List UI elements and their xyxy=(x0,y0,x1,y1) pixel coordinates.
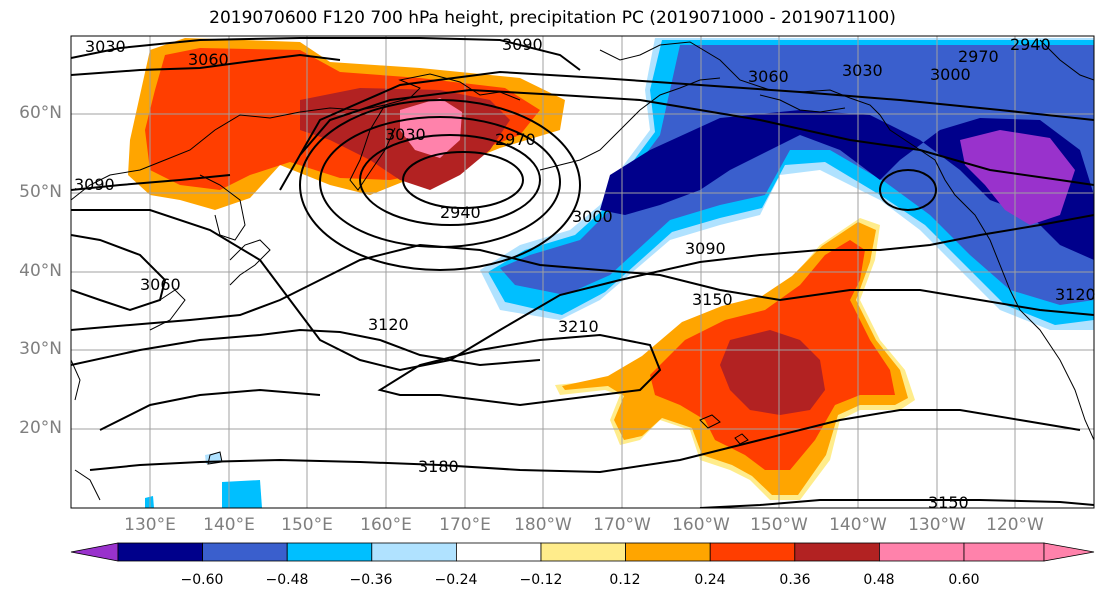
contour-label: 3120 xyxy=(368,315,409,334)
contour-label: 3090 xyxy=(685,239,726,258)
height-contours xyxy=(71,37,1094,508)
lon-label: 130°W xyxy=(908,515,966,535)
contour-label: 3180 xyxy=(418,457,459,476)
colorbar-extend-max xyxy=(1043,542,1095,562)
lon-label: 170°E xyxy=(439,515,491,535)
lat-label: 50°N xyxy=(19,182,62,202)
colorbar-tick-label: 0.12 xyxy=(609,572,641,588)
contour-label: 2940 xyxy=(440,203,481,222)
lon-label: 130°E xyxy=(124,515,176,535)
negative-anomaly-region-northeast-peak xyxy=(960,130,1075,225)
contour-label: 3030 xyxy=(85,37,126,56)
colorbar-tick-label: 0.60 xyxy=(948,572,980,588)
contour-label: 3060 xyxy=(140,275,181,294)
lon-label: 140°W xyxy=(829,515,887,535)
colorbar-segment xyxy=(117,542,203,562)
contour-label: 3030 xyxy=(385,125,426,144)
contour-label: 3060 xyxy=(188,50,229,69)
colorbar-tick-label: 0.36 xyxy=(779,572,811,588)
colorbar-segment xyxy=(879,542,965,562)
contour-label: 3120 xyxy=(1055,285,1096,304)
negative-anomaly-region-northeast-c xyxy=(500,45,1094,305)
colorbar-segment xyxy=(963,542,1045,562)
map-title: 2019070600 F120 700 hPa height, precipit… xyxy=(209,8,896,28)
contour-label: 2940 xyxy=(1010,35,1051,54)
precipitation-fill-layer xyxy=(128,38,1094,508)
lon-label: 180°W xyxy=(514,515,572,535)
colorbar-segment xyxy=(371,542,457,562)
lat-label: 20°N xyxy=(19,418,62,438)
contour-label: 3150 xyxy=(928,493,969,512)
contour-labels: 3030 3090 3060 3060 3030 3000 2970 2940 … xyxy=(74,35,1096,512)
contour-label: 2970 xyxy=(495,130,536,149)
lat-label: 60°N xyxy=(19,103,62,123)
contour-label: 3090 xyxy=(74,175,115,194)
colorbar-tick-label: 0.24 xyxy=(694,572,726,588)
colorbar-segment xyxy=(794,542,880,562)
lon-label: 160°W xyxy=(672,515,730,535)
contour-label: 3090 xyxy=(502,35,543,54)
colorbar-segment xyxy=(709,542,796,562)
contour-label: 2970 xyxy=(958,47,999,66)
colorbar-segment xyxy=(455,542,542,562)
map-frame xyxy=(70,35,1095,509)
colorbar-segment xyxy=(625,542,711,562)
contour-label: 3150 xyxy=(692,290,733,309)
lat-label: 30°N xyxy=(19,339,62,359)
lon-label: 140°E xyxy=(203,515,255,535)
contour-label: 3210 xyxy=(558,317,599,336)
contour-label: 3000 xyxy=(572,207,613,226)
lon-label: 150°E xyxy=(281,515,333,535)
lon-label: 170°W xyxy=(593,515,651,535)
lon-label: 160°E xyxy=(360,515,412,535)
colorbar-tick-label: −0.36 xyxy=(349,572,393,588)
colorbar-segment xyxy=(202,542,288,562)
contour-label: 3060 xyxy=(748,67,789,86)
positive-anomaly-region-northwest-peak xyxy=(400,98,462,158)
contour-label: 3000 xyxy=(930,65,971,84)
colorbar-tick-label: −0.48 xyxy=(265,572,309,588)
colorbar-tick-label: −0.12 xyxy=(519,572,563,588)
colorbar-extend-min xyxy=(70,542,119,562)
colorbar xyxy=(70,542,1095,562)
contour-label: 3030 xyxy=(842,61,883,80)
lat-label: 40°N xyxy=(19,261,62,281)
lon-label: 150°W xyxy=(750,515,808,535)
colorbar-segment xyxy=(540,542,626,562)
graticule xyxy=(71,36,1094,508)
colorbar-segment xyxy=(286,542,373,562)
lon-label: 120°W xyxy=(986,515,1044,535)
colorbar-tick-label: 0.48 xyxy=(863,572,895,588)
colorbar-tick-label: −0.24 xyxy=(434,572,478,588)
negative-anomaly-patch-south xyxy=(222,480,262,508)
positive-anomaly-region-southeast-core xyxy=(720,330,825,415)
colorbar-tick-label: −0.60 xyxy=(180,572,224,588)
